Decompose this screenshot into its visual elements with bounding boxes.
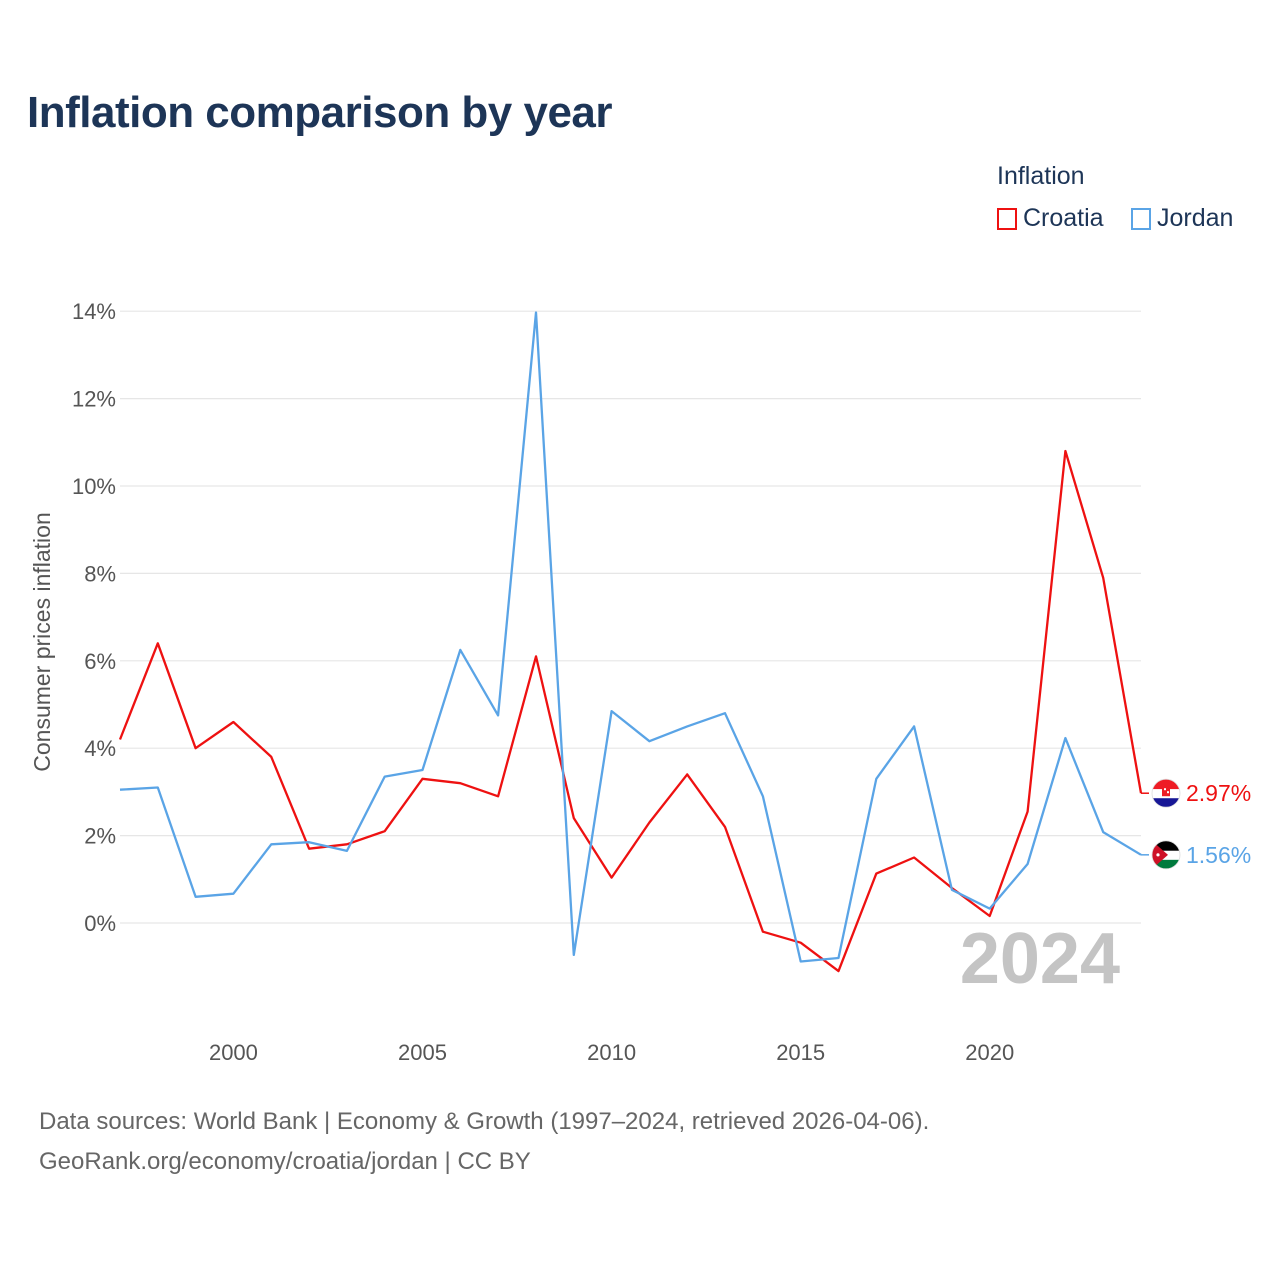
- legend-title: Inflation: [997, 162, 1085, 190]
- chart-title: Inflation comparison by year: [27, 88, 613, 137]
- year-watermark: 2024: [960, 919, 1120, 999]
- legend-swatch-jordan: [1131, 207, 1151, 230]
- series-line-croatia[interactable]: [118, 449, 1143, 973]
- x-tick-label: 2015: [776, 1040, 825, 1065]
- y-tick-label: 8%: [84, 561, 116, 586]
- x-tick-label: 2020: [965, 1040, 1014, 1065]
- x-tick-label: 2010: [587, 1040, 636, 1065]
- x-tick-label: 2000: [209, 1040, 258, 1065]
- legend-label-jordan: Jordan: [1157, 204, 1234, 232]
- y-tick-label: 6%: [84, 649, 116, 674]
- grid-lines: [120, 310, 1141, 924]
- y-tick-label: 0%: [84, 911, 116, 936]
- end-label-jordan: 1.56%: [1186, 842, 1251, 868]
- y-tick-label: 12%: [72, 387, 116, 412]
- source-line-2[interactable]: GeoRank.org/economy/croatia/jordan | CC …: [39, 1148, 531, 1175]
- legend-swatch-croatia: [997, 207, 1017, 230]
- jordan-flag-icon: [1151, 840, 1181, 870]
- legend-item-jordan[interactable]: Jordan: [1131, 204, 1233, 233]
- source-line-1: Data sources: World Bank | Economy & Gro…: [39, 1108, 930, 1135]
- series-line-jordan[interactable]: [119, 311, 1142, 963]
- legend-label-croatia: Croatia: [1023, 204, 1104, 232]
- x-tick-labels: 2000 2005 2010 2015 2020: [209, 1040, 1014, 1065]
- y-tick-label: 4%: [84, 736, 116, 761]
- y-tick-label: 10%: [72, 474, 116, 499]
- y-tick-labels: 0% 2% 4% 6% 8% 10% 12% 14%: [72, 299, 116, 936]
- y-tick-label: 2%: [84, 824, 116, 849]
- y-tick-label: 14%: [72, 299, 116, 324]
- croatia-flag-icon: [1151, 778, 1181, 808]
- end-markers: 2.97% 1.56%: [1141, 778, 1251, 870]
- series-lines: [118, 311, 1143, 973]
- end-label-croatia: 2.97%: [1186, 780, 1251, 806]
- legend-item-croatia[interactable]: Croatia: [997, 204, 1104, 233]
- y-axis-label: Consumer prices inflation: [29, 512, 55, 772]
- x-tick-label: 2005: [398, 1040, 447, 1065]
